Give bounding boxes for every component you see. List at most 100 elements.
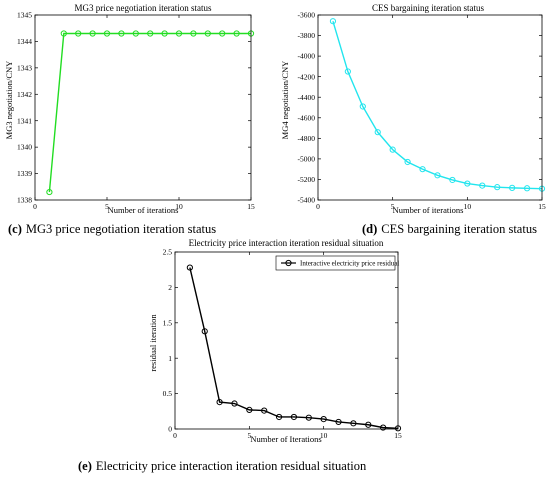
chart-c-ytick-label: 1343 bbox=[17, 63, 32, 72]
chart-d-data-point bbox=[389, 146, 396, 153]
chart-c-data-point bbox=[233, 30, 240, 37]
chart-c-caption: (c) MG3 price negotiation iteration statu… bbox=[8, 222, 216, 236]
chart-e-xtick-label: 10 bbox=[320, 431, 328, 440]
chart-d-series-line bbox=[332, 20, 543, 190]
chart-d-data-point bbox=[329, 18, 337, 25]
chart-e-legend-label: Interactive electricity price residual bbox=[300, 260, 399, 268]
chart-d-data-point bbox=[523, 185, 531, 192]
chart-c-ytick-label: 1338 bbox=[17, 196, 32, 205]
chart-e-ytick-label: 2.5 bbox=[163, 248, 173, 257]
chart-d-xtick-label: 15 bbox=[538, 202, 546, 211]
chart-d-data-point bbox=[374, 129, 381, 136]
chart-d-ytick-label: -5000 bbox=[298, 154, 316, 163]
chart-e-series-line bbox=[189, 267, 399, 429]
chart-c-ytick-label: 1339 bbox=[17, 169, 32, 178]
chart-d-title: CES bargaining iteration status bbox=[372, 3, 485, 13]
chart-d-ylabel: MG4 negotiation/CNY bbox=[280, 61, 290, 140]
chart-e-legend-box bbox=[275, 255, 396, 271]
chart-e-ytick-label: 1 bbox=[168, 354, 172, 363]
chart-d-ytick-label: -4400 bbox=[298, 93, 316, 102]
chart-e-data-point bbox=[365, 421, 372, 428]
chart-c-ytick-label: 1340 bbox=[17, 143, 32, 152]
chart-e-plot-frame bbox=[174, 251, 399, 430]
chart-e-data-point bbox=[216, 398, 223, 406]
chart-e-data-point bbox=[261, 407, 268, 414]
chart-d-ytick-label: -3800 bbox=[298, 31, 316, 40]
chart-d-data-point bbox=[434, 172, 441, 179]
chart-d-ytick-label: -3600 bbox=[298, 11, 316, 20]
chart-c-plot-frame bbox=[34, 14, 252, 201]
chart-e-data-point bbox=[201, 328, 208, 335]
chart-d-data-point bbox=[509, 184, 516, 191]
chart-c-caption-letter: (c) bbox=[8, 222, 22, 236]
chart-c-ytick-label: 1342 bbox=[17, 90, 32, 99]
chart-e-data-point bbox=[231, 400, 238, 407]
chart-d-data-point bbox=[449, 176, 456, 184]
chart-c-series-line bbox=[48, 32, 251, 193]
chart-c-xtick-label: 0 bbox=[33, 202, 37, 211]
chart-e-xtick-label: 15 bbox=[394, 431, 402, 440]
chart-c-data-point bbox=[204, 30, 211, 37]
chart-c-ytick-label: 1341 bbox=[17, 116, 32, 125]
chart-d-ytick-label: -5200 bbox=[298, 175, 316, 184]
chart-c-data-point bbox=[118, 30, 125, 37]
chart-c-data-point bbox=[46, 188, 53, 196]
chart-e: Electricity price interaction iteration … bbox=[78, 238, 402, 473]
chart-d-data-point bbox=[494, 184, 501, 191]
chart-d-caption-letter: (d) bbox=[362, 222, 377, 236]
chart-e-data-point bbox=[320, 415, 327, 423]
chart-c-data-point bbox=[219, 30, 226, 37]
chart-c-xtick-label: 15 bbox=[247, 202, 255, 211]
chart-e-title: Electricity price interaction iteration … bbox=[189, 238, 384, 248]
chart-c-ylabel: MG3 negotiation/CNY bbox=[4, 61, 14, 140]
chart-e-data-point bbox=[290, 413, 298, 421]
chart-d-data-point bbox=[344, 68, 351, 75]
chart-c-xtick-label: 5 bbox=[105, 202, 109, 211]
chart-c-data-point bbox=[75, 30, 82, 37]
chart-d-caption: (d) CES bargaining iteration status bbox=[362, 222, 537, 236]
chart-e-ylabel: residual iteration bbox=[148, 314, 158, 372]
chart-c-ytick-label: 1344 bbox=[17, 37, 32, 46]
chart-d-ytick-label: -4800 bbox=[298, 134, 316, 143]
chart-c: MG3 price negotiation iteration status N… bbox=[4, 3, 255, 236]
chart-e-data-point bbox=[275, 413, 283, 421]
chart-d-data-point bbox=[479, 182, 486, 189]
chart-d-ytick-label: -5400 bbox=[298, 196, 316, 205]
chart-d-data-point bbox=[464, 180, 471, 187]
chart-e-xtick-label: 0 bbox=[173, 431, 177, 440]
chart-d-data-point bbox=[404, 158, 411, 166]
chart-e-data-point bbox=[186, 264, 193, 271]
chart-e-ytick-label: 0 bbox=[168, 425, 172, 434]
chart-c-data-point bbox=[175, 30, 183, 37]
chart-d-xlabel: Number of iterations bbox=[393, 205, 464, 215]
chart-e-xlabel: Number of Iterations bbox=[250, 434, 321, 444]
chart-d-ytick-label: -4600 bbox=[298, 113, 316, 122]
chart-c-data-point bbox=[161, 30, 168, 37]
chart-e-caption-letter: (e) bbox=[78, 459, 92, 473]
chart-e-data-point bbox=[335, 418, 342, 426]
chart-c-data-point bbox=[147, 30, 154, 37]
chart-d-data-point bbox=[419, 166, 426, 173]
chart-d-xtick-label: 0 bbox=[316, 202, 320, 211]
chart-e-data-point bbox=[246, 406, 253, 413]
chart-c-data-point bbox=[132, 30, 139, 37]
chart-e-legend: Interactive electricity price residual bbox=[275, 255, 399, 271]
chart-d: CES bargaining iteration status Number o… bbox=[280, 3, 546, 236]
chart-d-caption-text: CES bargaining iteration status bbox=[381, 222, 537, 236]
chart-e-data-point bbox=[350, 420, 357, 427]
chart-e-legend-marker bbox=[285, 259, 292, 267]
chart-d-ytick-label: -4000 bbox=[298, 52, 316, 61]
chart-d-data-point bbox=[359, 103, 366, 110]
chart-c-xlabel: Number of iterations bbox=[108, 205, 179, 215]
chart-e-data-point bbox=[380, 424, 387, 431]
chart-e-ytick-label: 0.5 bbox=[163, 389, 173, 398]
chart-e-ytick-label: 1.5 bbox=[163, 318, 173, 327]
chart-d-xtick-label: 5 bbox=[391, 202, 395, 211]
chart-c-data-point bbox=[190, 30, 197, 37]
chart-e-data-point bbox=[305, 414, 312, 421]
chart-d-plot-frame bbox=[317, 14, 543, 201]
chart-d-ytick-label: -4200 bbox=[298, 72, 316, 81]
chart-c-data-point bbox=[89, 30, 96, 37]
chart-d-xtick-label: 10 bbox=[464, 202, 472, 211]
